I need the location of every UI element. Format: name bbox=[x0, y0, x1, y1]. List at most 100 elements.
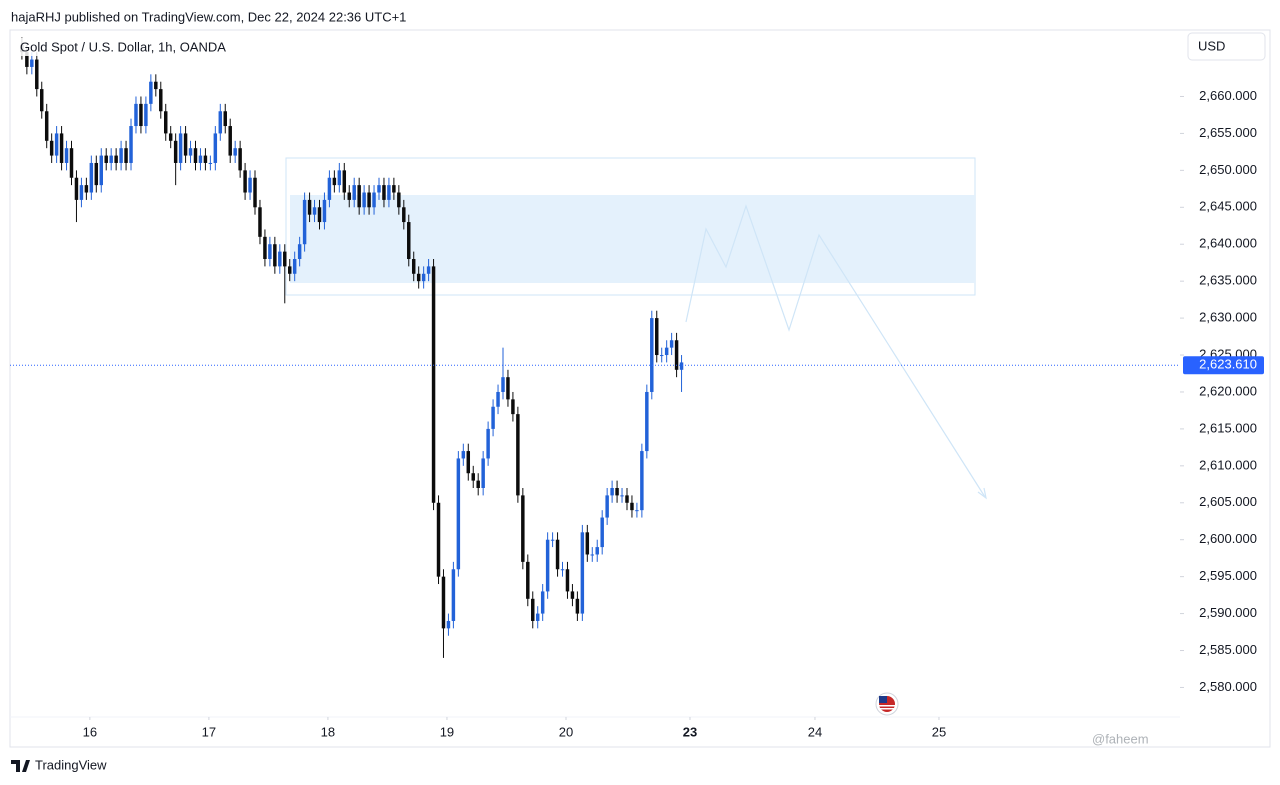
candle-body bbox=[411, 259, 416, 274]
candle-body bbox=[114, 155, 118, 163]
candle-body bbox=[342, 170, 347, 193]
y-tick-label: 2,635.000 bbox=[1199, 273, 1257, 288]
candle-body bbox=[620, 495, 624, 497]
candle-body bbox=[372, 192, 376, 208]
x-tick-label: 17 bbox=[202, 724, 216, 739]
candle-body bbox=[481, 458, 485, 488]
x-tick-label: 24 bbox=[808, 724, 822, 739]
candle-body bbox=[516, 414, 520, 496]
candle-body bbox=[436, 502, 441, 577]
candle-body bbox=[402, 207, 406, 223]
candle-body bbox=[124, 148, 128, 163]
y-tick-label: 2,615.000 bbox=[1199, 420, 1257, 435]
candle-body bbox=[486, 428, 490, 459]
candle-body bbox=[258, 207, 262, 237]
y-tick-label: 2,655.000 bbox=[1199, 125, 1257, 140]
candle-body bbox=[173, 140, 178, 163]
candle-body bbox=[650, 318, 654, 392]
candle-body bbox=[640, 451, 644, 511]
title-backdrop bbox=[18, 38, 230, 56]
event-flag-stripe bbox=[879, 705, 895, 707]
candle-body bbox=[570, 591, 575, 599]
candle-body bbox=[213, 133, 218, 163]
candle-body bbox=[377, 185, 381, 193]
candle-body bbox=[134, 103, 138, 127]
candle-body bbox=[178, 133, 183, 163]
x-tick-label: 18 bbox=[321, 724, 335, 739]
candle-body bbox=[590, 554, 595, 556]
x-tick-label: 25 bbox=[932, 724, 946, 739]
candle-body bbox=[144, 103, 148, 127]
event-flag-canton bbox=[879, 696, 887, 703]
chart-frame bbox=[9, 29, 1271, 748]
currency-label[interactable]: USD bbox=[1198, 38, 1225, 53]
candle-body bbox=[243, 170, 247, 193]
candle-body bbox=[382, 185, 386, 200]
candle-body bbox=[441, 576, 446, 629]
candle-body bbox=[163, 111, 168, 134]
candle-body bbox=[129, 126, 133, 163]
y-tick-label: 2,645.000 bbox=[1199, 199, 1257, 214]
candle-body bbox=[287, 266, 292, 274]
candle-body bbox=[531, 598, 535, 621]
candle-body bbox=[263, 236, 267, 259]
candle-body bbox=[496, 391, 500, 407]
candle-body bbox=[387, 185, 391, 200]
candle-body bbox=[535, 613, 540, 621]
candle-body bbox=[506, 377, 510, 400]
y-tick-label: 2,620.000 bbox=[1199, 383, 1257, 398]
candles bbox=[20, 37, 684, 658]
candle-body bbox=[119, 148, 123, 163]
candle-body bbox=[35, 59, 39, 90]
y-tick-label: 2,660.000 bbox=[1199, 88, 1257, 103]
y-tick-label: 2,610.000 bbox=[1199, 457, 1257, 472]
candle-body bbox=[44, 111, 49, 141]
candle-body bbox=[471, 473, 475, 481]
last-price-label: 2,623.610 bbox=[1199, 357, 1257, 372]
candle-body bbox=[25, 52, 29, 67]
candle-body bbox=[168, 133, 173, 141]
candle-body bbox=[109, 155, 113, 163]
candle-body bbox=[332, 177, 337, 186]
candle-body bbox=[218, 111, 223, 134]
candle-body bbox=[446, 620, 451, 629]
candle-body bbox=[69, 148, 74, 178]
last-price-box bbox=[1183, 356, 1264, 375]
candle-body bbox=[74, 177, 79, 200]
y-tick-label: 2,585.000 bbox=[1199, 642, 1257, 657]
candle-body bbox=[362, 192, 366, 208]
candle-body bbox=[521, 495, 525, 562]
candle-body bbox=[149, 81, 153, 104]
candle-body bbox=[526, 561, 530, 599]
candle-body bbox=[635, 510, 639, 512]
candle-body bbox=[580, 532, 585, 614]
symbol-title: Gold Spot / U.S. Dollar, 1h, OANDA bbox=[20, 39, 226, 54]
candle-body bbox=[501, 377, 505, 392]
y-tick-label: 2,595.000 bbox=[1199, 568, 1257, 583]
candle-body bbox=[476, 480, 480, 488]
candle-body bbox=[283, 251, 287, 267]
candle-body bbox=[600, 517, 604, 548]
candle-body bbox=[610, 488, 614, 496]
candle-body bbox=[575, 598, 580, 614]
candle-body bbox=[238, 148, 242, 171]
candle-body bbox=[59, 133, 64, 163]
candle-body bbox=[669, 340, 674, 348]
watermark: @faheem bbox=[1092, 731, 1149, 746]
candle-body bbox=[84, 185, 89, 193]
brand-logo bbox=[11, 760, 30, 772]
candle-body bbox=[352, 185, 356, 200]
candle-body bbox=[407, 222, 411, 259]
candle-body bbox=[54, 133, 59, 156]
candle-body bbox=[347, 192, 351, 200]
candle-body bbox=[451, 569, 456, 621]
currency-button[interactable] bbox=[1187, 32, 1266, 61]
zone-fill bbox=[290, 195, 975, 283]
candle-body bbox=[511, 399, 515, 415]
candle-body bbox=[466, 451, 471, 474]
candle-body bbox=[585, 532, 590, 555]
candle-body bbox=[228, 126, 232, 156]
candle-body bbox=[203, 155, 208, 163]
